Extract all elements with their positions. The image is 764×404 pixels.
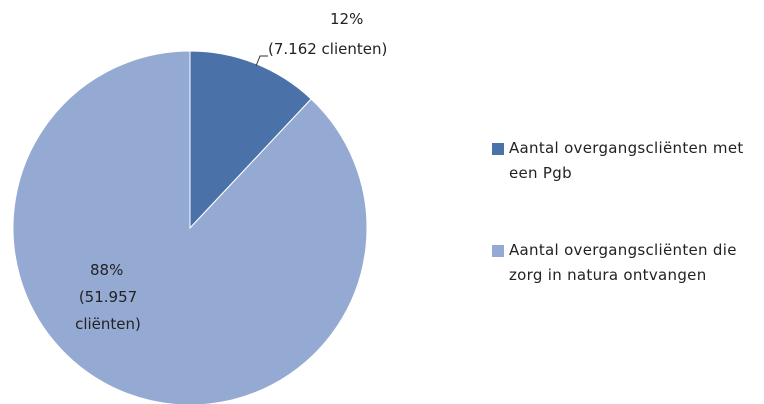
legend-swatch xyxy=(492,143,504,155)
legend-label: Aantal overgangscliënten die zorg in nat… xyxy=(509,241,737,284)
legend-swatch xyxy=(492,245,504,257)
count-label: (51.957 cliënten) xyxy=(75,288,141,333)
legend-label: Aantal overgangscliënten met een Pgb xyxy=(509,139,744,182)
count-label: (7.162 clienten) xyxy=(268,40,388,58)
leader-line xyxy=(255,55,268,67)
pie-slice xyxy=(189,50,312,230)
value-label: 12% xyxy=(330,10,364,28)
value-label: 88% xyxy=(90,261,124,279)
pie-slice xyxy=(12,50,368,404)
